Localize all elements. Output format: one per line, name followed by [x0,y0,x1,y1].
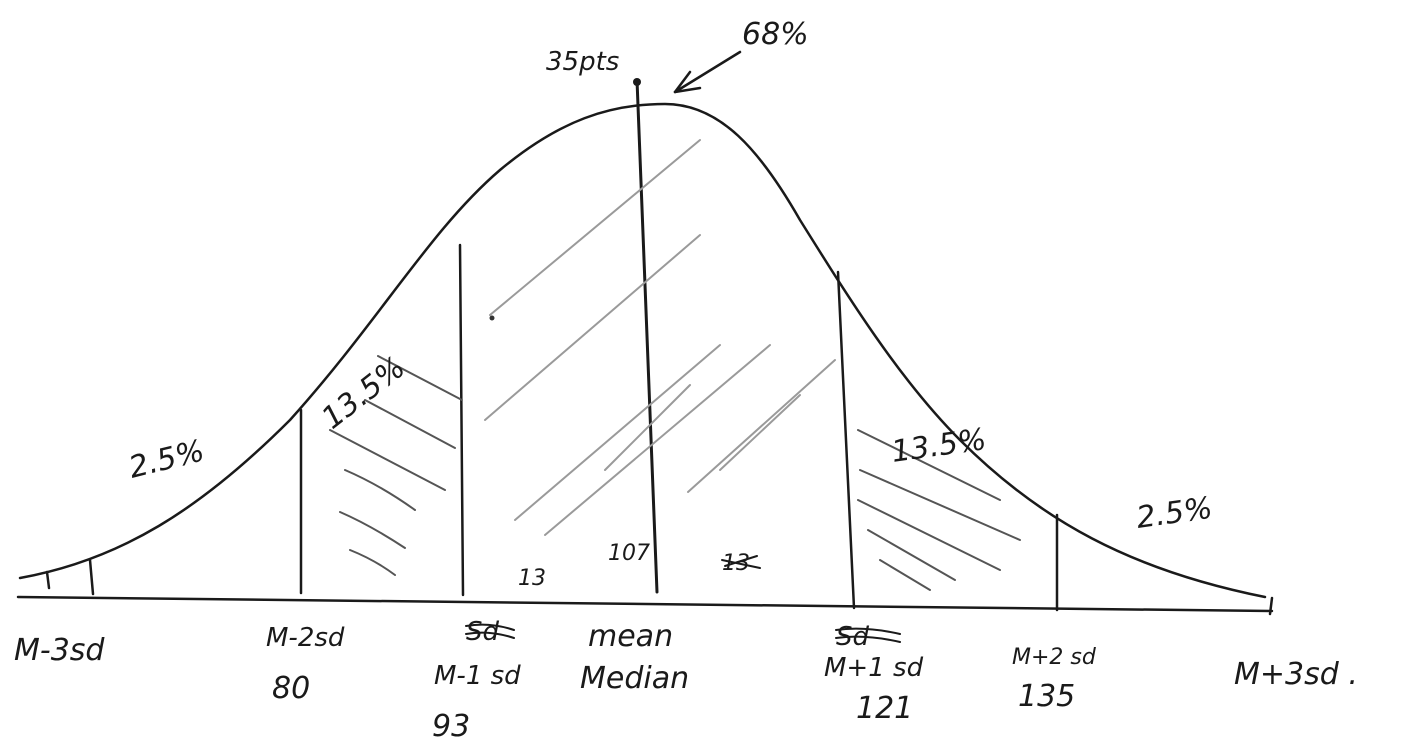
mean-value: 107 [608,541,650,566]
label-m-minus-2sd: M-2sd [266,623,345,653]
arrow-icon [673,50,742,94]
right-tail-percent-label: 2.5% [1134,491,1214,536]
baseline-axis [16,595,1274,613]
label-m-plus-2sd: M+2 sd [1012,645,1097,670]
crossed-out-left: Sd [466,617,500,647]
label-m-plus-3sd: M+3sd . [1234,657,1358,692]
tick-m-minus-3sd-b [88,558,95,596]
central-hatching [484,139,836,536]
right-band-hatching [857,429,1021,591]
value-m-plus-1sd: 121 [856,691,913,726]
peak-points-label: 35pts [546,47,619,77]
label-m-minus-1sd: M-1 sd [434,661,521,691]
sd-divider-lines [45,78,1274,616]
value-m-minus-2sd: 80 [272,671,310,706]
value-m-minus-1sd: 93 [432,709,470,744]
right-gap-value: 13 [722,551,750,576]
line-m-minus-1sd [458,243,465,597]
left-band-hatching [329,355,463,576]
line-m-plus-1sd [836,270,856,610]
label-m-minus-3sd: M-3sd [14,633,105,668]
line-mean [635,78,659,594]
central-percent-label: 68% [742,17,809,52]
left-tail-percent-label: 2.5% [125,433,207,485]
tick-m-minus-3sd-a [45,570,51,590]
tick-m-plus-3sd [1268,596,1274,616]
right-band-percent-label: 13.5% [889,422,988,470]
crossed-out-right: Sd [836,622,870,652]
left-band-percent-label: 13.5% [315,350,412,436]
mean-dot [633,78,641,86]
label-median: Median [580,661,689,696]
label-m-plus-1sd: M+1 sd [824,653,924,683]
scribble-marks [465,555,901,643]
bell-curve [18,102,1267,599]
label-mean: mean [588,619,673,654]
left-gap-value: 13 [518,566,546,591]
value-m-plus-2sd: 135 [1018,679,1075,714]
